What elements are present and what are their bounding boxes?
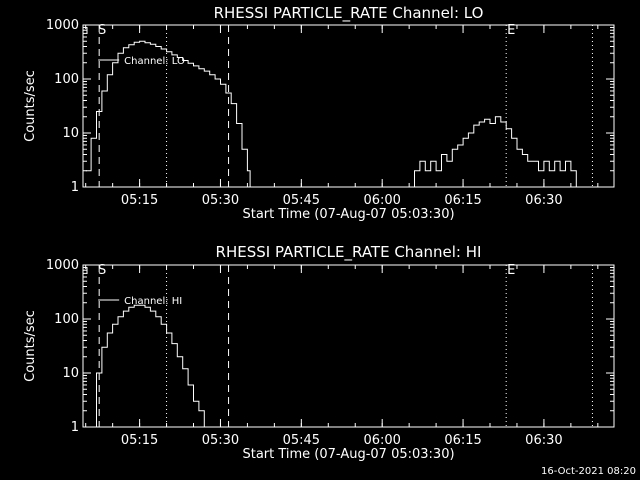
y-tick-label: 1000 bbox=[46, 18, 79, 33]
x-tick-label: 05:15 bbox=[121, 433, 158, 448]
y-tick-label: 1 bbox=[71, 420, 79, 435]
chart-title: RHESSI PARTICLE_RATE Channel: LO bbox=[214, 4, 484, 23]
x-tick-label: 05:45 bbox=[283, 433, 320, 448]
footer-timestamp: 16-Oct-2021 08:20 bbox=[541, 466, 636, 477]
y-tick-label: 100 bbox=[54, 312, 79, 327]
x-tick-label: 06:00 bbox=[363, 433, 400, 448]
x-tick-label: 05:30 bbox=[202, 433, 239, 448]
legend-label: Channel: LO bbox=[124, 56, 185, 67]
y-tick-label: 1000 bbox=[46, 258, 79, 273]
x-tick-label: 05:15 bbox=[121, 193, 158, 208]
chart-panel-hi: RHESSI PARTICLE_RATE Channel: HI Counts/s… bbox=[23, 243, 615, 462]
y-tick-label: 10 bbox=[62, 126, 79, 141]
series-line bbox=[85, 40, 251, 187]
x-tick-label: 05:45 bbox=[283, 193, 320, 208]
x-axis-label: Start Time (07-Aug-07 05:03:30) bbox=[242, 447, 454, 462]
y-axis-label: Counts/sec bbox=[23, 310, 38, 382]
x-axis-label: Start Time (07-Aug-07 05:03:30) bbox=[242, 207, 454, 222]
y-tick-label: 1 bbox=[71, 180, 79, 195]
start-marker: S bbox=[98, 263, 106, 278]
x-tick-label: 06:15 bbox=[444, 433, 481, 448]
x-tick-label: 06:30 bbox=[525, 193, 562, 208]
chart-title: RHESSI PARTICLE_RATE Channel: HI bbox=[216, 243, 482, 262]
end-marker: E bbox=[507, 263, 515, 278]
x-tick-label: 06:30 bbox=[525, 433, 562, 448]
series-line bbox=[91, 304, 207, 428]
y-tick-label: 10 bbox=[62, 366, 79, 381]
plot-frame bbox=[82, 24, 615, 188]
series-line bbox=[409, 116, 582, 188]
y-tick-label: 100 bbox=[54, 72, 79, 87]
x-tick-label: 06:15 bbox=[444, 193, 481, 208]
plot-frame bbox=[82, 264, 615, 428]
legend-label: Channel: HI bbox=[124, 296, 182, 307]
x-tick-label: 06:00 bbox=[363, 193, 400, 208]
x-tick-label: 05:30 bbox=[202, 193, 239, 208]
end-marker: E bbox=[507, 23, 515, 38]
start-marker: S bbox=[98, 23, 106, 38]
y-axis-label: Counts/sec bbox=[23, 70, 38, 142]
chart-panel-lo: RHESSI PARTICLE_RATE Channel: LO Counts/s… bbox=[23, 4, 615, 222]
